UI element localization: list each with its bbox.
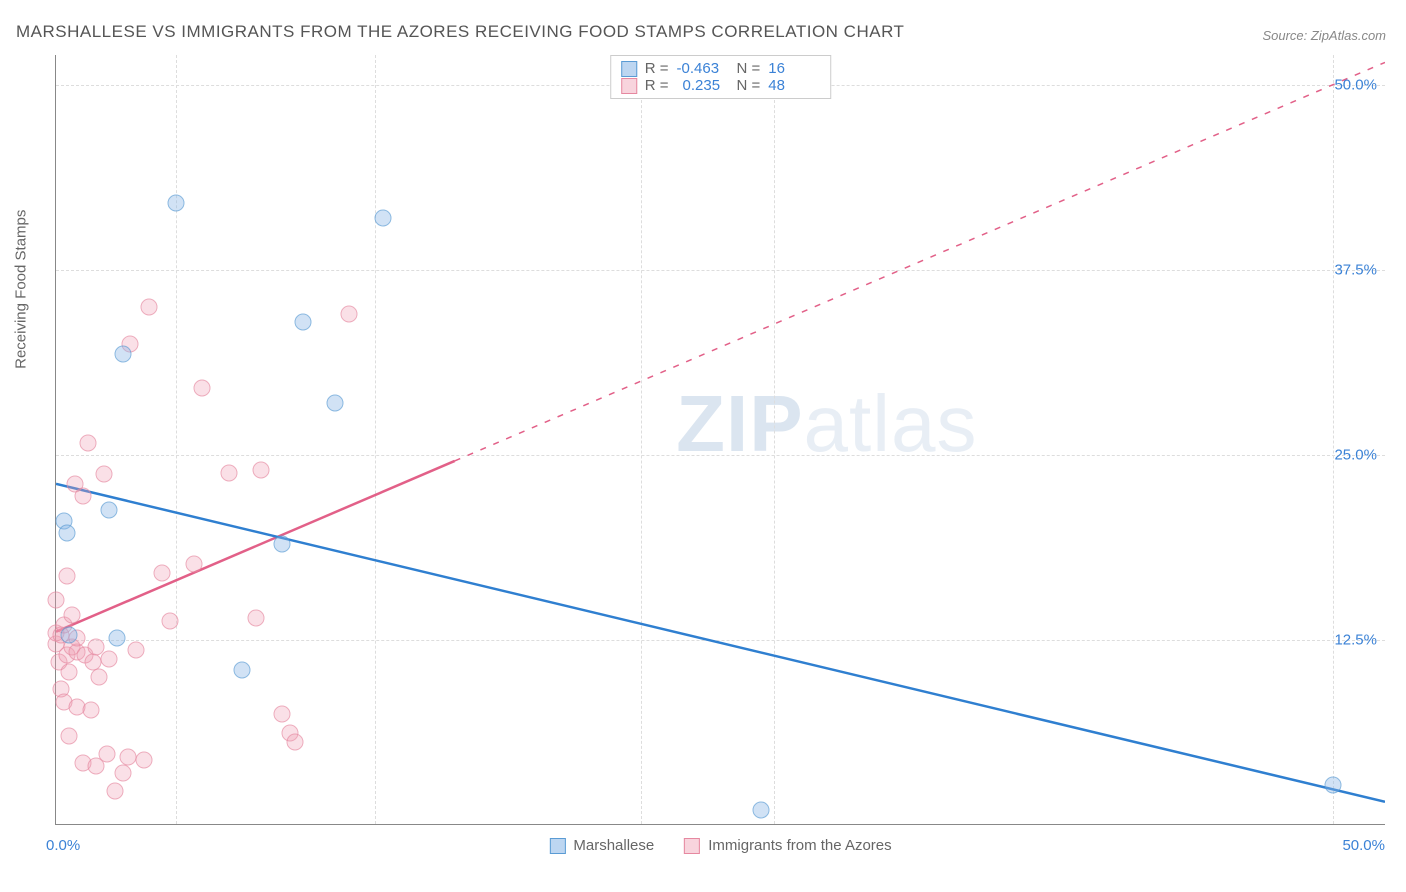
scatter-point-pink bbox=[247, 609, 264, 626]
v-gridline bbox=[1333, 55, 1334, 824]
y-tick-label: 37.5% bbox=[1334, 261, 1377, 278]
scatter-point-blue bbox=[1324, 777, 1341, 794]
trend-lines-svg bbox=[56, 55, 1385, 824]
v-gridline bbox=[641, 55, 642, 824]
scatter-point-pink bbox=[61, 664, 78, 681]
swatch-blue-icon bbox=[621, 61, 637, 77]
x-tick-label: 0.0% bbox=[46, 837, 80, 854]
n-label: N = bbox=[737, 77, 761, 94]
scatter-point-blue bbox=[752, 802, 769, 819]
watermark: ZIPatlas bbox=[676, 378, 977, 470]
y-tick-label: 12.5% bbox=[1334, 631, 1377, 648]
scatter-point-pink bbox=[61, 728, 78, 745]
scatter-point-blue bbox=[375, 209, 392, 226]
y-axis-label: Receiving Food Stamps bbox=[13, 209, 30, 368]
v-gridline bbox=[774, 55, 775, 824]
scatter-point-pink bbox=[82, 701, 99, 718]
r-value-blue: -0.463 bbox=[677, 60, 729, 77]
scatter-point-blue bbox=[114, 346, 131, 363]
v-gridline bbox=[176, 55, 177, 824]
scatter-point-blue bbox=[327, 394, 344, 411]
legend-label-pink: Immigrants from the Azores bbox=[708, 837, 891, 854]
chart-title: MARSHALLESE VS IMMIGRANTS FROM THE AZORE… bbox=[16, 22, 904, 42]
scatter-point-pink bbox=[74, 488, 91, 505]
legend-row-pink: R = 0.235 N = 48 bbox=[621, 77, 821, 94]
scatter-point-pink bbox=[220, 464, 237, 481]
scatter-point-pink bbox=[162, 612, 179, 629]
v-gridline bbox=[375, 55, 376, 824]
x-tick-label: 50.0% bbox=[1342, 837, 1385, 854]
swatch-pink-icon bbox=[684, 838, 700, 854]
legend-item-blue: Marshallese bbox=[549, 837, 654, 854]
r-label: R = bbox=[645, 60, 669, 77]
r-label: R = bbox=[645, 77, 669, 94]
source-credit: Source: ZipAtlas.com bbox=[1262, 28, 1386, 43]
scatter-point-blue bbox=[234, 661, 251, 678]
scatter-point-blue bbox=[61, 627, 78, 644]
scatter-point-pink bbox=[154, 565, 171, 582]
scatter-point-blue bbox=[274, 535, 291, 552]
scatter-point-pink bbox=[135, 751, 152, 768]
swatch-pink-icon bbox=[621, 78, 637, 94]
scatter-point-pink bbox=[90, 668, 107, 685]
scatter-point-blue bbox=[58, 525, 75, 542]
scatter-point-pink bbox=[340, 306, 357, 323]
scatter-point-blue bbox=[101, 501, 118, 518]
scatter-point-pink bbox=[141, 298, 158, 315]
scatter-point-pink bbox=[252, 461, 269, 478]
scatter-point-pink bbox=[98, 745, 115, 762]
legend-row-blue: R = -0.463 N = 16 bbox=[621, 60, 821, 77]
legend-label-blue: Marshallese bbox=[573, 837, 654, 854]
plot-area: ZIPatlas Receiving Food Stamps R = -0.46… bbox=[55, 55, 1385, 825]
scatter-point-pink bbox=[114, 765, 131, 782]
legend-correlation: R = -0.463 N = 16 R = 0.235 N = 48 bbox=[610, 55, 832, 99]
scatter-point-pink bbox=[119, 748, 136, 765]
scatter-point-pink bbox=[101, 651, 118, 668]
h-gridline bbox=[56, 455, 1385, 456]
n-label: N = bbox=[737, 60, 761, 77]
scatter-point-pink bbox=[127, 642, 144, 659]
scatter-point-pink bbox=[48, 591, 65, 608]
n-value-blue: 16 bbox=[768, 60, 820, 77]
scatter-point-pink bbox=[186, 556, 203, 573]
scatter-point-pink bbox=[63, 606, 80, 623]
legend-series: Marshallese Immigrants from the Azores bbox=[549, 837, 891, 854]
swatch-blue-icon bbox=[549, 838, 565, 854]
scatter-point-pink bbox=[194, 380, 211, 397]
scatter-point-pink bbox=[79, 434, 96, 451]
scatter-point-blue bbox=[167, 195, 184, 212]
scatter-point-blue bbox=[295, 313, 312, 330]
h-gridline bbox=[56, 640, 1385, 641]
y-tick-label: 50.0% bbox=[1334, 76, 1377, 93]
y-tick-label: 25.0% bbox=[1334, 446, 1377, 463]
scatter-point-pink bbox=[274, 705, 291, 722]
n-value-pink: 48 bbox=[768, 77, 820, 94]
r-value-pink: 0.235 bbox=[677, 77, 729, 94]
scatter-point-pink bbox=[106, 782, 123, 799]
scatter-point-pink bbox=[95, 466, 112, 483]
scatter-point-pink bbox=[287, 734, 304, 751]
scatter-point-pink bbox=[58, 568, 75, 585]
h-gridline bbox=[56, 270, 1385, 271]
scatter-point-blue bbox=[109, 630, 126, 647]
legend-item-pink: Immigrants from the Azores bbox=[684, 837, 891, 854]
